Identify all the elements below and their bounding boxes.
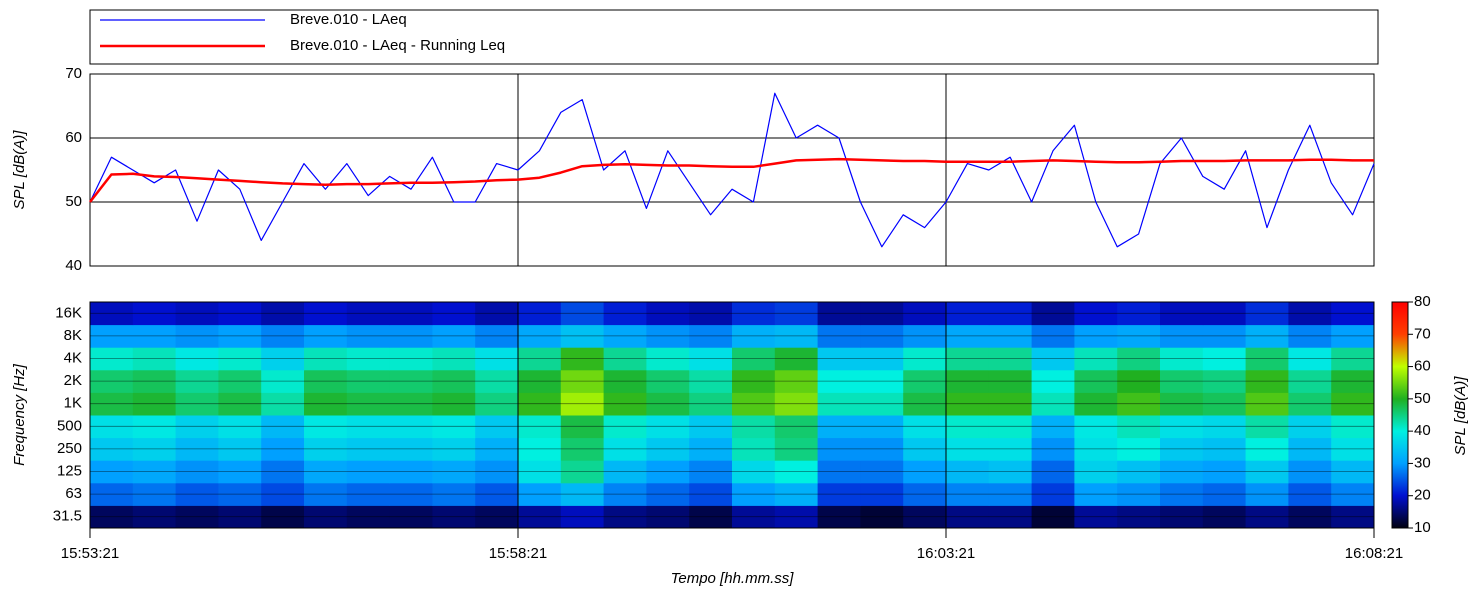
x-axis-label: Tempo [hh.mm.ss]: [671, 570, 795, 587]
colorbar-tick-label: 70: [1414, 325, 1431, 342]
y-tick-label: 50: [65, 193, 82, 210]
colorbar-label: SPL [dB(A)]: [1452, 376, 1469, 456]
y-tick-label: 63: [65, 485, 82, 502]
colorbar-tick-label: 10: [1414, 519, 1431, 536]
y-tick-label: 40: [65, 257, 82, 274]
y-tick-label: 31.5: [53, 508, 82, 525]
y-tick-label: 60: [65, 129, 82, 146]
legend-box: [89, 9, 1379, 65]
y-tick-label: 250: [57, 440, 82, 457]
y-tick-label: 70: [65, 65, 82, 82]
colorbar-tick-label: 80: [1414, 293, 1431, 310]
y-axis-label: Frequency [Hz]: [11, 363, 28, 466]
colorbar-tick-label: 50: [1414, 390, 1431, 407]
series-line: [89, 157, 1374, 203]
colorbar: [1391, 301, 1409, 529]
x-tick-label: 15:53:21: [61, 545, 119, 562]
plot-frame: [89, 301, 1375, 529]
colorbar-tick-label: 20: [1414, 487, 1431, 504]
series-line: [89, 92, 1375, 248]
colorbar-tick-label: 40: [1414, 422, 1431, 439]
y-tick-label: 125: [57, 462, 82, 479]
y-tick-label: 16K: [55, 304, 82, 321]
x-tick-label: 16:03:21: [917, 545, 975, 562]
y-tick-label: 1K: [64, 395, 82, 412]
legend-label: Breve.010 - LAeq - Running Leq: [290, 37, 505, 54]
legend-label: Breve.010 - LAeq: [290, 11, 407, 28]
y-tick-label: 4K: [64, 349, 82, 366]
plot-frame: [89, 73, 1375, 267]
y-tick-label: 2K: [64, 372, 82, 389]
colorbar-tick-label: 60: [1414, 358, 1431, 375]
y-tick-label: 8K: [64, 327, 82, 344]
colorbar-tick-label: 30: [1414, 454, 1431, 471]
y-axis-label: SPL [dB(A)]: [11, 130, 28, 210]
y-tick-label: 500: [57, 417, 82, 434]
x-tick-label: 16:08:21: [1345, 545, 1403, 562]
x-tick-label: 15:58:21: [489, 545, 547, 562]
